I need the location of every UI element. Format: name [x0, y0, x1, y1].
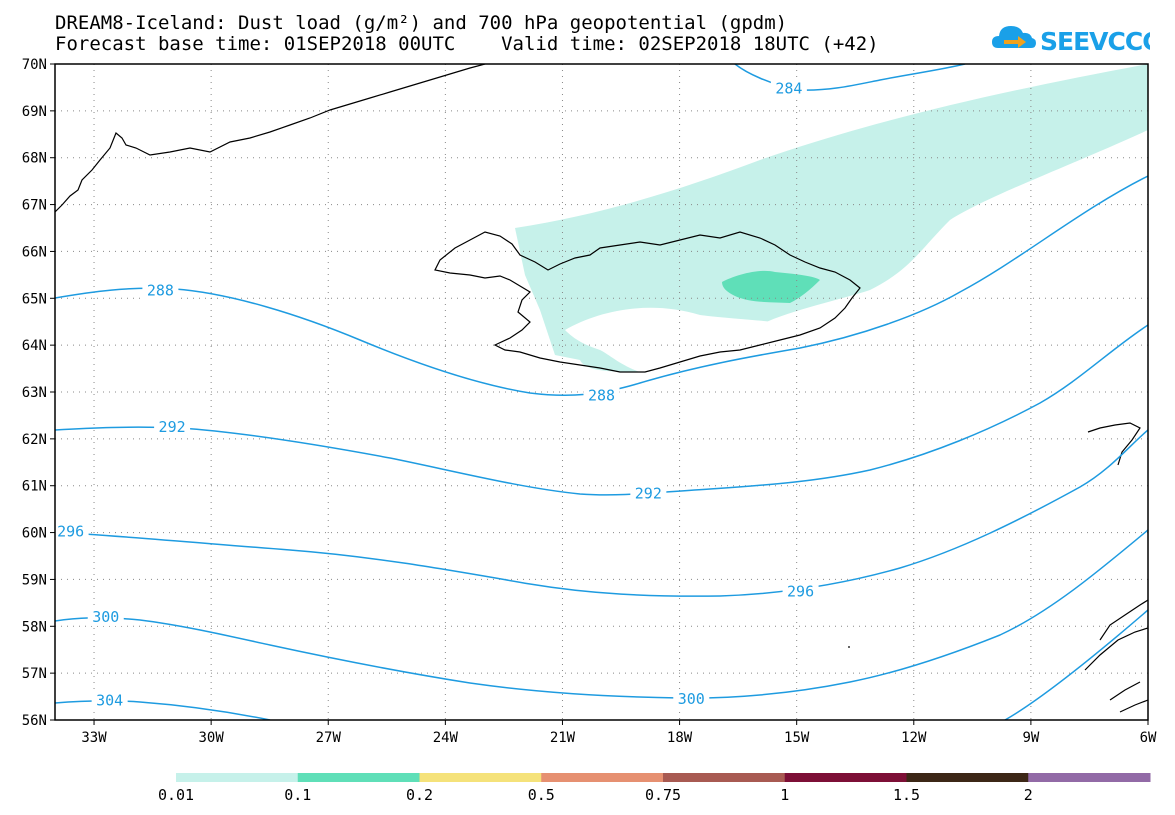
map-grid — [55, 64, 1148, 720]
coastlines — [55, 64, 1148, 713]
colorbar-label: 0.01 — [158, 786, 194, 804]
seevccc-logo: SEEVCCC — [992, 26, 1150, 56]
lon-tick-label: 30W — [198, 730, 224, 746]
lon-tick-label: 33W — [81, 730, 107, 746]
contour-label-bg — [782, 582, 819, 601]
contour-label: 296 — [57, 523, 84, 541]
lon-tick-label: 9W — [1022, 730, 1039, 746]
lat-tick-label: 59N — [22, 572, 47, 588]
lon-tick-label: 21W — [550, 730, 576, 746]
lat-tick-label: 62N — [22, 432, 47, 448]
cloud-arrow-icon — [992, 26, 1036, 48]
contour-label: 288 — [588, 386, 615, 404]
contour-label-bg — [673, 689, 710, 708]
contour-label: 292 — [635, 485, 662, 503]
colorbar-label: 2 — [1024, 786, 1033, 804]
coastline-faroe — [1087, 422, 1141, 466]
contour-300 — [55, 529, 1148, 699]
contour-label: 284 — [775, 79, 802, 97]
contour-284 — [734, 64, 966, 91]
lon-tick-label: 12W — [901, 730, 927, 746]
contour-labels: 284 288 288 292 292 296 296 300 300 304 — [52, 79, 819, 710]
contour-304-east — [1004, 609, 1148, 720]
dust-load-shading — [515, 64, 1148, 372]
dust-patch-medium — [722, 270, 820, 303]
colorbar-label: 1 — [780, 786, 789, 804]
contour-label: 300 — [92, 608, 119, 626]
contour-label-bg — [91, 691, 128, 710]
colorbar-swatch — [176, 773, 299, 782]
colorbar-swatch — [1028, 773, 1151, 782]
contour-label-bg — [630, 484, 667, 503]
latitude-axis: 70N 69N 68N 67N 66N 65N 64N 63N 62N 61N 60N 59N 58N 5… — [22, 57, 55, 729]
contour-label-bg — [583, 386, 620, 405]
lat-tick-label: 58N — [22, 619, 47, 635]
contour-label-bg — [52, 522, 89, 541]
map-title: DREAM8-Iceland: Dust load (g/m²) and 700… — [55, 12, 788, 34]
map-subtitle: Forecast base time: 01SEP2018 00UTC Vali… — [55, 33, 879, 55]
lat-tick-label: 57N — [22, 666, 47, 682]
colorbar-swatch — [419, 773, 542, 782]
colorbar: 0.01 0.1 0.2 0.5 0.75 1 1.5 2 — [158, 773, 1151, 804]
lon-tick-label: 27W — [316, 730, 342, 746]
colorbar-swatch — [297, 773, 420, 782]
lat-tick-label: 65N — [22, 291, 47, 307]
lon-tick-label: 18W — [667, 730, 693, 746]
contour-label: 300 — [678, 690, 705, 708]
lat-tick-label: 70N — [22, 57, 47, 73]
coastline-scotland — [1084, 599, 1148, 713]
lat-tick-label: 67N — [22, 198, 47, 214]
colorbar-label: 0.1 — [284, 786, 311, 804]
colorbar-label: 0.5 — [528, 786, 555, 804]
lat-tick-label: 66N — [22, 244, 47, 260]
contour-label-bg — [770, 79, 807, 98]
lat-tick-label: 61N — [22, 479, 47, 495]
logo-text: SEEVCCC — [1040, 27, 1150, 56]
colorbar-swatch — [541, 773, 664, 782]
contour-label: 304 — [96, 691, 123, 709]
colorbar-label: 0.2 — [406, 786, 433, 804]
dust-plume-low — [515, 64, 1148, 372]
lon-tick-label: 15W — [784, 730, 810, 746]
coastline-iceland — [434, 231, 861, 373]
lon-tick-label: 24W — [433, 730, 459, 746]
longitude-axis: 33W 30W 27W 24W 21W 18W 15W 12W 9W 6W — [81, 720, 1157, 746]
lat-tick-label: 60N — [22, 526, 47, 542]
lat-tick-label: 56N — [22, 713, 47, 729]
colorbar-label: 1.5 — [893, 786, 920, 804]
contour-label: 292 — [159, 418, 186, 436]
lat-tick-label: 69N — [22, 104, 47, 120]
colorbar-swatch — [784, 773, 907, 782]
contour-296 — [55, 429, 1148, 597]
contour-304 — [55, 700, 271, 720]
contour-label-bg — [87, 607, 124, 626]
contour-label-bg — [154, 418, 191, 437]
coastline-greenland — [55, 64, 486, 213]
contour-label-bg — [142, 281, 179, 300]
lat-tick-label: 68N — [22, 151, 47, 167]
colorbar-label: 0.75 — [645, 786, 681, 804]
lat-tick-label: 63N — [22, 385, 47, 401]
contour-label: 288 — [147, 281, 174, 299]
colorbar-swatch — [663, 773, 786, 782]
lat-tick-label: 64N — [22, 338, 47, 354]
colorbar-swatch — [906, 773, 1029, 782]
dust-clear-gap — [565, 307, 790, 372]
contour-label: 296 — [787, 583, 814, 601]
lon-tick-label: 6W — [1140, 730, 1157, 746]
